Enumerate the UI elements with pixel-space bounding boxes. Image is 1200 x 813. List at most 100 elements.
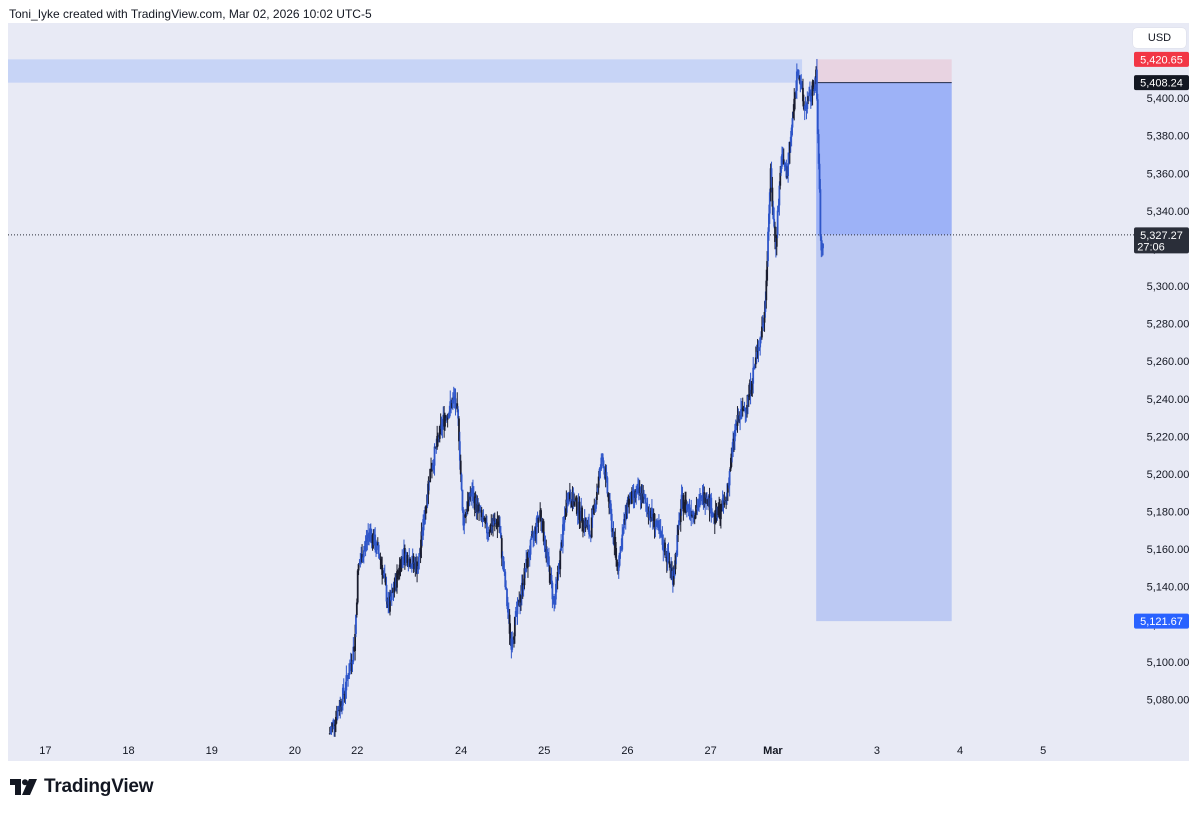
candle-body bbox=[732, 438, 735, 449]
candle-body bbox=[749, 382, 752, 394]
candle-body bbox=[520, 595, 522, 603]
candle-body bbox=[427, 480, 430, 495]
candle-body bbox=[798, 77, 801, 81]
open-profit-zone bbox=[816, 82, 952, 235]
x-tick-label: 26 bbox=[621, 745, 633, 757]
target-price-label: 5,121.67 bbox=[1140, 616, 1183, 628]
candle-body bbox=[795, 90, 797, 93]
candle-body bbox=[793, 98, 796, 112]
candle-body bbox=[664, 555, 667, 557]
candle-body bbox=[609, 503, 612, 514]
candle-body bbox=[591, 509, 594, 518]
tradingview-logo[interactable]: TradingView bbox=[10, 776, 154, 798]
candle-body bbox=[565, 499, 568, 516]
candle-body bbox=[343, 693, 346, 695]
candle-body bbox=[772, 206, 775, 219]
candle-body bbox=[513, 617, 516, 637]
candle-body bbox=[619, 546, 622, 553]
candle-body bbox=[368, 533, 370, 535]
candle-body bbox=[645, 503, 648, 507]
candle-body bbox=[644, 496, 646, 498]
candle-body bbox=[522, 585, 525, 591]
candle-body bbox=[400, 557, 403, 572]
candle-body bbox=[457, 409, 460, 419]
candle-body bbox=[786, 175, 789, 178]
candle-body bbox=[377, 544, 380, 554]
y-tick-label: 5,080.00 bbox=[1147, 694, 1189, 706]
candle-body bbox=[351, 661, 354, 665]
candle-body bbox=[562, 522, 565, 525]
candle-body bbox=[603, 466, 605, 469]
candle-body bbox=[458, 418, 460, 442]
candle-body bbox=[486, 522, 488, 534]
candle-body bbox=[418, 554, 421, 557]
candle-body bbox=[329, 731, 332, 734]
candle-body bbox=[754, 357, 757, 365]
candle-body bbox=[635, 492, 638, 498]
y-tick-label: 5,100.00 bbox=[1147, 657, 1189, 669]
y-tick-label: 5,380.00 bbox=[1147, 131, 1189, 143]
candle-body bbox=[600, 457, 603, 470]
candle-body bbox=[422, 519, 425, 536]
candle-body bbox=[355, 602, 358, 615]
candle-body bbox=[588, 524, 590, 535]
candle-body bbox=[801, 82, 803, 88]
stop-loss-zone bbox=[816, 59, 952, 83]
candle-body bbox=[507, 612, 510, 615]
candle-body bbox=[608, 497, 611, 508]
candle-body bbox=[392, 592, 395, 594]
candle-body bbox=[683, 507, 686, 512]
candle-body bbox=[703, 492, 706, 505]
candle-body bbox=[753, 367, 755, 369]
candle-body bbox=[725, 497, 728, 501]
candle-body bbox=[354, 633, 356, 652]
candle-body bbox=[598, 468, 601, 477]
candle-body bbox=[678, 520, 680, 526]
candle-body bbox=[677, 525, 680, 536]
target-price-label-bg bbox=[1134, 613, 1189, 629]
candle-body bbox=[621, 534, 624, 550]
candle-body bbox=[667, 551, 670, 562]
candle-body bbox=[333, 720, 336, 727]
candle-body bbox=[764, 300, 767, 312]
candle-body bbox=[480, 509, 483, 518]
candle-body bbox=[752, 367, 755, 384]
candle-body bbox=[366, 538, 369, 542]
y-tick-label: 5,160.00 bbox=[1147, 544, 1189, 556]
candle-body bbox=[770, 168, 773, 188]
candle-body bbox=[378, 553, 381, 559]
candle-body bbox=[533, 532, 535, 538]
entry-price-label-bg bbox=[1134, 75, 1189, 91]
candle-body bbox=[795, 71, 798, 91]
candle-body bbox=[410, 564, 413, 568]
candle-body bbox=[375, 549, 377, 551]
candle-body bbox=[535, 517, 538, 534]
candle-body bbox=[417, 569, 419, 574]
currency-button[interactable]: USD bbox=[1133, 28, 1186, 48]
candle-body bbox=[550, 574, 553, 583]
price-chart[interactable]: 5,080.005,100.005,120.005,140.005,160.00… bbox=[8, 23, 1189, 761]
x-tick-label: 4 bbox=[957, 745, 963, 757]
candle-body bbox=[628, 498, 631, 505]
candle-body bbox=[406, 554, 409, 566]
candle-body bbox=[820, 236, 823, 251]
candle-body bbox=[476, 503, 479, 513]
candle-body bbox=[643, 493, 645, 497]
candle-body bbox=[745, 408, 748, 413]
candle-body bbox=[459, 460, 462, 475]
candle-body bbox=[644, 497, 647, 504]
y-tick-label: 5,260.00 bbox=[1147, 356, 1189, 368]
candle-body bbox=[509, 633, 512, 639]
candle-body bbox=[697, 505, 700, 510]
candle-body bbox=[331, 723, 334, 727]
candle-body bbox=[704, 502, 707, 505]
candle-body bbox=[642, 493, 645, 503]
candle-body bbox=[728, 471, 731, 486]
candle-body bbox=[789, 136, 792, 143]
candle-body bbox=[617, 565, 620, 571]
candle-body bbox=[668, 561, 671, 565]
chart-area[interactable]: 5,080.005,100.005,120.005,140.005,160.00… bbox=[8, 23, 1189, 761]
candle-body bbox=[497, 521, 500, 523]
candle-body bbox=[404, 553, 407, 563]
candle-body bbox=[484, 517, 487, 524]
